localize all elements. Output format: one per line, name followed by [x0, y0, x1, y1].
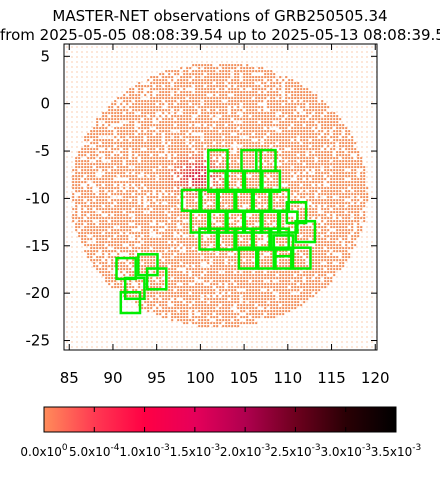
colorbar-tick-label: 3.5x10-3	[371, 443, 421, 459]
observed-field	[145, 267, 168, 291]
y-tick-label: -10	[26, 189, 51, 207]
colorbar-tick-label: 1.0x10-3	[119, 443, 169, 459]
y-tick-label: -25	[26, 332, 51, 350]
x-tick-label: 95	[147, 369, 166, 387]
colorbar-tick-label: 5.0x10-4	[69, 443, 120, 459]
x-tick-label: 110	[274, 369, 303, 387]
y-tick-label: -5	[35, 142, 50, 160]
y-tick-label: 5	[40, 47, 50, 65]
observed-field	[119, 290, 142, 315]
observed-field	[272, 246, 295, 270]
colorbar-tick-label: 3.0x10-3	[320, 443, 370, 459]
observed-field	[294, 219, 317, 244]
chart-title: MASTER-NET observations of GRB250505.34	[52, 7, 388, 25]
colorbar-tick-label: 1.5x10-3	[170, 443, 220, 459]
x-tick-label: 90	[103, 369, 122, 387]
observed-field	[268, 227, 290, 251]
colorbar-tick-label: 0.0x100	[20, 443, 67, 459]
x-tick-label: 115	[317, 369, 346, 387]
colorbar: 0.0x100 5.0x10-4 1.0x10-3 1.5x10-3 2.0x10-3 2…	[20, 406, 421, 459]
observed-field	[198, 227, 220, 251]
observed-field	[123, 276, 146, 301]
colorbar-tick-label: 2.0x10-3	[220, 443, 270, 459]
observed-field	[237, 246, 260, 270]
observed-fields	[115, 148, 317, 315]
x-tick-label: 120	[361, 369, 390, 387]
y-tick-label: 0	[40, 95, 50, 113]
chart-subtitle: from 2025-05-05 08:08:39.54 up to 2025-0…	[0, 26, 440, 44]
y-tick-label: -20	[26, 284, 51, 302]
observed-field	[272, 234, 295, 258]
observed-field	[250, 227, 273, 251]
probability-cells	[72, 64, 369, 328]
observed-field	[233, 227, 255, 251]
x-tick-label: 100	[186, 369, 215, 387]
observed-field	[215, 227, 238, 251]
axes: 85 90 95 100 105 110 115 120 5 0 -5 -10 -15 -20 -25	[26, 44, 390, 387]
plot-frame	[63, 43, 378, 351]
y-tick-label: -15	[26, 237, 51, 255]
x-tick-label: 85	[60, 369, 79, 387]
probability-heatmap	[66, 46, 377, 348]
colorbar-gradient	[43, 406, 397, 433]
x-tick-label: 105	[230, 369, 259, 387]
colorbar-tick-label: 2.5x10-3	[270, 443, 320, 459]
observed-field	[255, 246, 277, 270]
observed-field	[290, 246, 312, 270]
